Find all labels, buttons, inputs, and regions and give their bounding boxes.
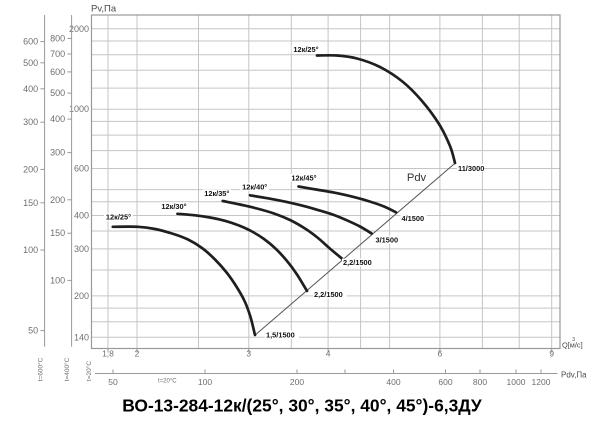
svg-text:1000: 1000 xyxy=(507,377,526,387)
svg-text:12к/25°: 12к/25° xyxy=(106,213,131,222)
svg-text:400: 400 xyxy=(50,114,65,124)
svg-text:700: 700 xyxy=(50,49,65,59)
svg-text:2: 2 xyxy=(135,349,140,359)
svg-text:400: 400 xyxy=(23,84,38,94)
svg-text:1,5/1500: 1,5/1500 xyxy=(266,330,295,339)
svg-text:600: 600 xyxy=(74,164,89,174)
svg-text:t=400°C: t=400°C xyxy=(63,357,71,381)
svg-text:12к/25°: 12к/25° xyxy=(293,45,318,54)
svg-text:800: 800 xyxy=(50,33,65,43)
svg-text:400: 400 xyxy=(386,377,400,387)
svg-text:1000: 1000 xyxy=(69,104,89,114)
svg-text:200: 200 xyxy=(50,195,65,205)
svg-text:100: 100 xyxy=(198,377,212,387)
svg-text:150: 150 xyxy=(23,198,38,208)
svg-text:4: 4 xyxy=(326,349,331,359)
svg-text:t=600°C: t=600°C xyxy=(36,357,44,381)
svg-text:2,2/1500: 2,2/1500 xyxy=(314,290,343,299)
svg-text:Pv,Па: Pv,Па xyxy=(91,4,117,15)
svg-text:300: 300 xyxy=(74,244,89,254)
svg-text:200: 200 xyxy=(23,164,38,174)
svg-text:2000: 2000 xyxy=(69,24,89,34)
svg-text:800: 800 xyxy=(473,377,487,387)
svg-text:100: 100 xyxy=(50,275,65,285)
svg-text:t=20°C: t=20°C xyxy=(158,379,177,385)
svg-text:50: 50 xyxy=(28,326,38,336)
svg-text:200: 200 xyxy=(74,291,89,301)
svg-text:2,2/1500: 2,2/1500 xyxy=(343,258,372,267)
svg-text:500: 500 xyxy=(50,88,65,98)
svg-text:100: 100 xyxy=(23,245,38,255)
svg-text:12к/40°: 12к/40° xyxy=(242,183,267,192)
svg-text:3/1500: 3/1500 xyxy=(376,236,399,245)
svg-text:140: 140 xyxy=(74,332,89,342)
svg-text:3: 3 xyxy=(246,349,251,359)
svg-text:12к/30°: 12к/30° xyxy=(161,202,186,211)
svg-text:1200: 1200 xyxy=(532,377,551,387)
svg-text:200: 200 xyxy=(290,377,304,387)
svg-text:400: 400 xyxy=(74,211,89,221)
svg-text:4/1500: 4/1500 xyxy=(402,214,425,223)
svg-text:600: 600 xyxy=(50,67,65,77)
svg-text:600: 600 xyxy=(438,377,452,387)
svg-text:12к/45°: 12к/45° xyxy=(291,174,316,183)
svg-text:ВО-13-284-12к/(25°, 30°, 35°,: ВО-13-284-12к/(25°, 30°, 35°, 40°, 45°)-… xyxy=(122,396,482,416)
svg-text:12к/35°: 12к/35° xyxy=(204,189,229,198)
svg-text:150: 150 xyxy=(50,228,65,238)
svg-text:50: 50 xyxy=(108,377,118,387)
svg-text:1,8: 1,8 xyxy=(102,349,114,359)
svg-text:11/3000: 11/3000 xyxy=(458,164,484,173)
svg-text:Q[м/c]: Q[м/c] xyxy=(562,341,583,350)
svg-text:6: 6 xyxy=(438,349,443,359)
svg-text:Pdv: Pdv xyxy=(407,172,427,184)
svg-text:t=20°C: t=20°C xyxy=(85,361,93,381)
svg-text:600: 600 xyxy=(23,37,38,47)
svg-text:3: 3 xyxy=(572,337,575,343)
svg-text:300: 300 xyxy=(23,117,38,127)
svg-text:Pdv,Па: Pdv,Па xyxy=(561,371,587,380)
svg-text:500: 500 xyxy=(23,58,38,68)
svg-text:300: 300 xyxy=(50,148,65,158)
svg-text:9: 9 xyxy=(549,349,554,359)
